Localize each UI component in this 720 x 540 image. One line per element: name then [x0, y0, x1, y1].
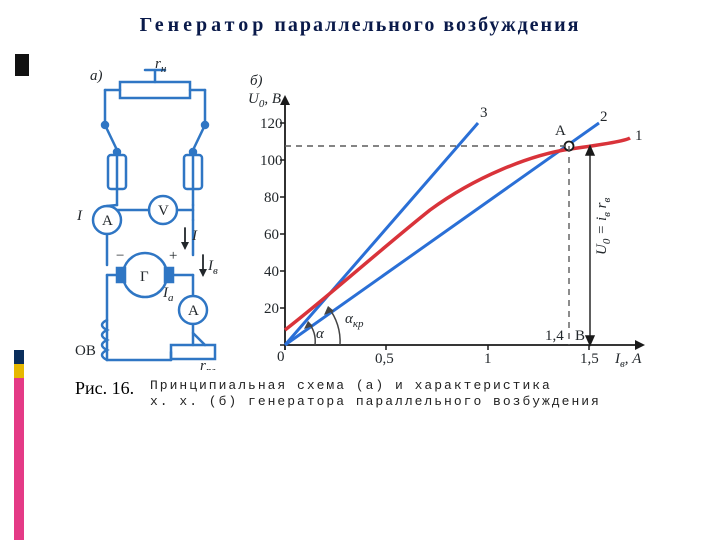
svg-text:Iв: Iв — [207, 258, 218, 277]
svg-text:0: 0 — [277, 349, 285, 365]
slide-title: Генератор параллельного возбуждения — [0, 14, 720, 37]
svg-text:−: − — [115, 248, 125, 264]
panel-b-label: б) — [250, 73, 263, 89]
svg-text:1,5: 1,5 — [580, 351, 599, 367]
svg-text:В: В — [575, 328, 585, 344]
title-word1: Генератор — [140, 14, 268, 36]
svg-text:I: I — [191, 228, 198, 244]
svg-text:U0, В: U0, В — [248, 91, 281, 110]
svg-text:1: 1 — [484, 351, 492, 367]
svg-text:Iв, А: Iв, А — [614, 351, 642, 370]
svg-text:60: 60 — [264, 227, 279, 243]
accent-bar-dark — [14, 350, 24, 364]
svg-text:α: α — [316, 326, 325, 342]
svg-text:V: V — [158, 203, 169, 219]
svg-text:rн: rн — [155, 60, 167, 75]
panel-a-label: а) — [90, 68, 103, 84]
svg-text:100: 100 — [260, 153, 283, 169]
svg-text:2: 2 — [600, 109, 608, 125]
svg-text:20: 20 — [264, 301, 279, 317]
figure-number: Рис. 16. — [75, 378, 134, 399]
svg-text:А: А — [555, 123, 566, 139]
svg-text:1,4: 1,4 — [545, 328, 564, 344]
svg-text:ОВ: ОВ — [75, 343, 96, 359]
svg-text:А: А — [188, 303, 199, 319]
svg-text:I: I — [76, 208, 83, 224]
circuit-diagram: а) rн I А V Г − + I Iв Iа А ОВ rрг — [45, 60, 245, 370]
svg-text:120: 120 — [260, 116, 283, 132]
svg-text:А: А — [102, 213, 113, 229]
svg-text:αкр: αкр — [345, 311, 364, 330]
accent-bar-gold — [14, 364, 24, 378]
svg-text:+: + — [168, 248, 178, 264]
characteristic-chart: б) U0, В 120 100 80 60 40 20 0 0,5 1 1,5… — [230, 55, 660, 375]
title-rest: параллельного возбуждения — [267, 14, 580, 36]
svg-text:3: 3 — [480, 105, 488, 121]
svg-text:80: 80 — [264, 190, 279, 206]
accent-bar-pink — [14, 378, 24, 540]
svg-text:0,5: 0,5 — [375, 351, 394, 367]
svg-text:1: 1 — [635, 128, 643, 144]
svg-text:40: 40 — [264, 264, 279, 280]
svg-text:Iа: Iа — [162, 285, 174, 304]
corner-marker — [15, 54, 29, 76]
figure-subcaption: Принципиальная схема (а) и характеристик… — [150, 378, 601, 411]
svg-text:U0 = iв rв: U0 = iв rв — [594, 197, 613, 255]
svg-text:Г: Г — [140, 269, 149, 285]
